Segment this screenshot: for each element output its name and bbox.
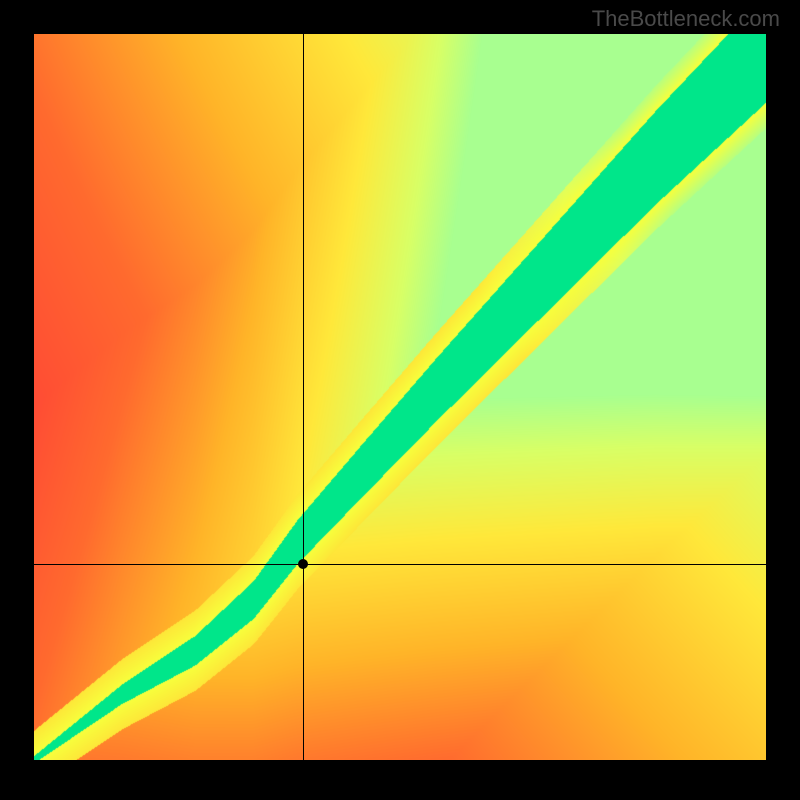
watermark-text: TheBottleneck.com [592,6,780,32]
chart-frame: TheBottleneck.com [0,0,800,800]
heatmap-canvas [34,34,766,760]
crosshair-vertical [303,34,304,760]
crosshair-horizontal [34,564,766,565]
plot-area [34,34,766,760]
crosshair-marker [298,559,308,569]
